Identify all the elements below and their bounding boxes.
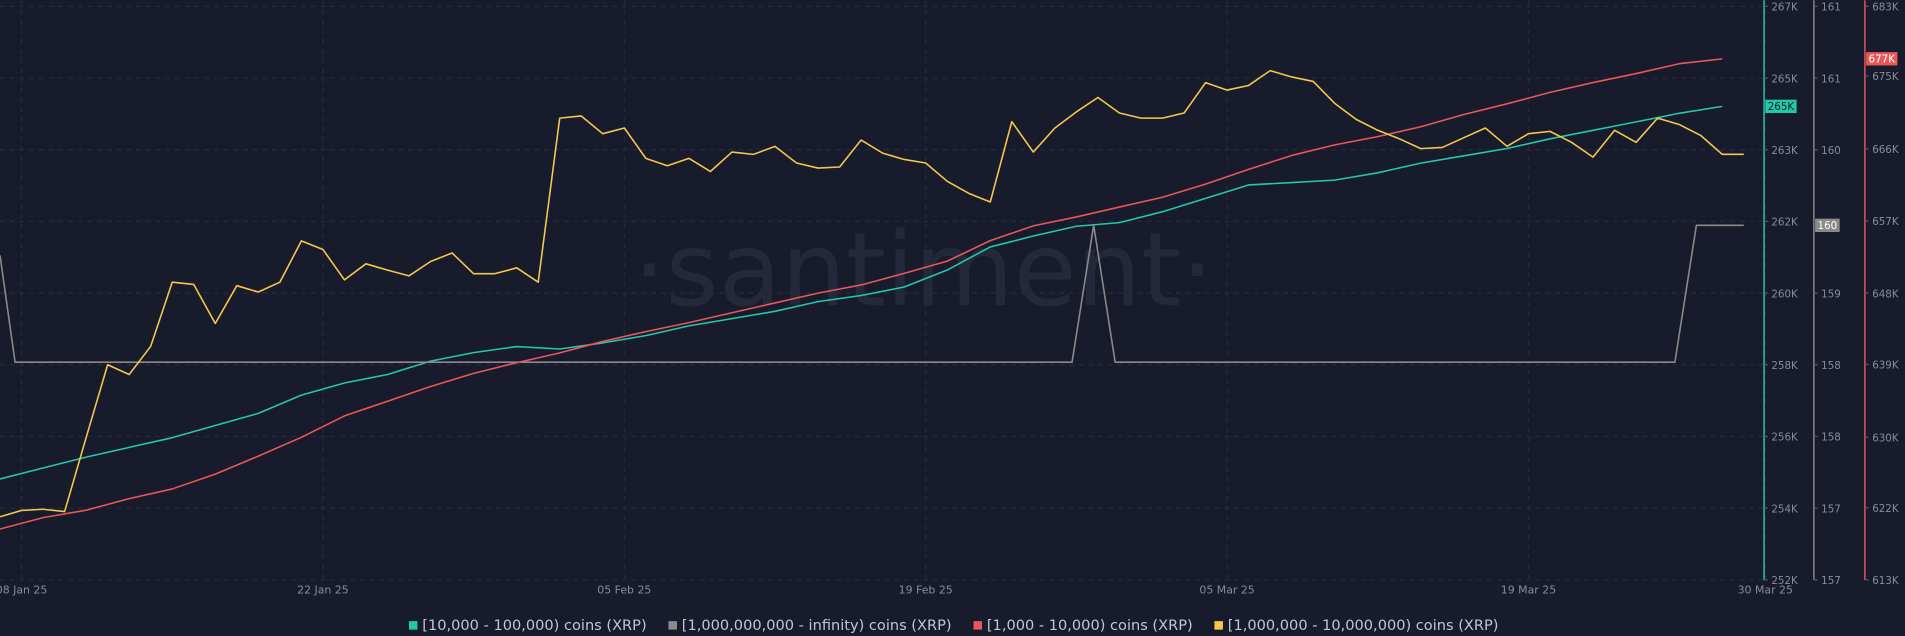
y-tick-label: 683K xyxy=(1872,2,1899,14)
x-tick-label: 19 Mar 25 xyxy=(1501,584,1556,597)
x-tick-label: 05 Feb 25 xyxy=(597,584,651,597)
y-tick-label: 613K xyxy=(1872,575,1899,587)
series-line xyxy=(0,58,1723,530)
y-tick-label: 630K xyxy=(1872,432,1899,444)
value-badge xyxy=(1866,52,1898,66)
legend-item: [10,000 - 100,000) coins (XRP) xyxy=(408,617,647,634)
legend-label: [1,000,000,000 - infinity) coins (XRP) xyxy=(682,617,952,634)
value-label: 677K xyxy=(1869,53,1896,65)
series-line xyxy=(0,105,1723,480)
y-tick-label: 675K xyxy=(1872,71,1899,83)
value-badge xyxy=(1815,218,1840,233)
x-tick-label: 05 Mar 25 xyxy=(1199,584,1254,597)
y-tick-label: 666K xyxy=(1872,144,1899,156)
y-tick-label: 648K xyxy=(1872,288,1899,300)
x-tick-label: 19 Feb 25 xyxy=(899,584,953,597)
series-line xyxy=(0,224,1744,364)
y-tick-label: 158 xyxy=(1821,360,1841,372)
legend-label: [1,000 - 10,000) coins (XRP) xyxy=(987,617,1193,634)
y-tick-label: 267K xyxy=(1771,2,1798,14)
value-label: 265K xyxy=(1768,101,1795,113)
y-tick-label: 262K xyxy=(1771,217,1798,229)
y-tick-label: 159 xyxy=(1821,288,1841,300)
y-tick-label: 657K xyxy=(1872,216,1899,228)
y-tick-label: 157 xyxy=(1821,503,1841,515)
x-tick-label: 22 Jan 25 xyxy=(297,584,349,597)
y-tick-label: 260K xyxy=(1771,288,1798,300)
y-tick-label: 161 xyxy=(1821,2,1841,14)
watermark: ·santiment· xyxy=(633,211,1214,330)
legend-swatch xyxy=(973,621,983,630)
value-label: 160 xyxy=(1818,220,1838,232)
y-tick-label: 639K xyxy=(1872,360,1899,372)
legend-label: [1,000,000 - 10,000,000) coins (XRP) xyxy=(1228,617,1499,634)
y-tick-label: 161 xyxy=(1821,73,1841,85)
legend-label: [10,000 - 100,000) coins (XRP) xyxy=(422,617,646,634)
y-tick-label: 263K xyxy=(1771,145,1798,157)
legend-swatch xyxy=(1214,621,1223,630)
legend-item: [1,000,000 - 10,000,000) coins (XRP) xyxy=(1214,617,1498,634)
legend-swatch xyxy=(408,621,418,630)
y-tick-label: 265K xyxy=(1771,73,1798,85)
x-tick-label: 08 Jan 25 xyxy=(0,584,47,597)
y-tick-label: 252K xyxy=(1771,575,1798,587)
legend-item: [1,000,000,000 - infinity) coins (XRP) xyxy=(668,617,952,634)
y-tick-label: 258K xyxy=(1771,360,1798,372)
y-tick-label: 256K xyxy=(1771,432,1798,444)
value-badge xyxy=(1765,99,1797,114)
series-line xyxy=(0,69,1744,518)
x-tick-label: 30 Mar 25 xyxy=(1738,584,1793,597)
y-tick-label: 622K xyxy=(1872,503,1899,515)
y-tick-label: 158 xyxy=(1821,432,1841,444)
y-tick-label: 157 xyxy=(1821,575,1841,587)
legend-item: [1,000 - 10,000) coins (XRP) xyxy=(973,617,1193,634)
y-tick-label: 254K xyxy=(1771,503,1798,515)
y-tick-label: 160 xyxy=(1821,145,1841,157)
legend-swatch xyxy=(668,621,677,630)
